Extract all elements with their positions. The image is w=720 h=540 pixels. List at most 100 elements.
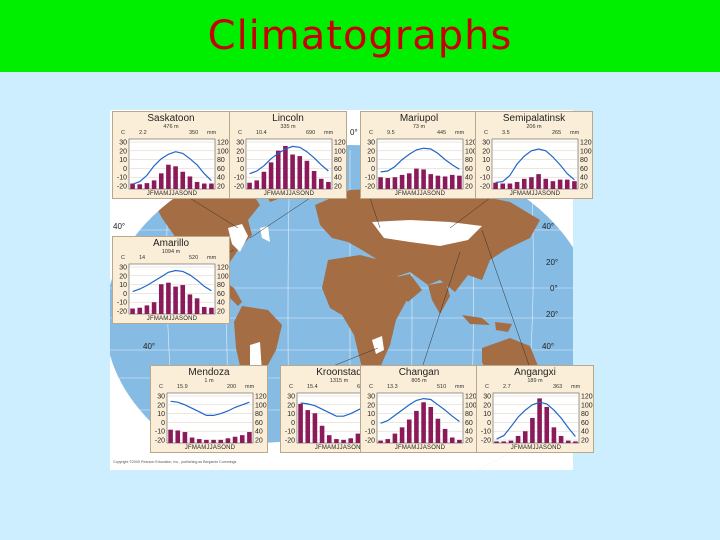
precip-tick-label: 20 bbox=[217, 309, 225, 316]
precip-tick-label: 80 bbox=[581, 411, 589, 418]
temp-tick-label: -10 bbox=[480, 175, 490, 182]
precip-tick-label: 40 bbox=[334, 175, 342, 182]
precip-bar bbox=[341, 439, 346, 443]
precip-bar bbox=[312, 413, 318, 443]
temp-tick-label: -20 bbox=[285, 438, 295, 445]
station-stat: 10.4 bbox=[256, 130, 267, 136]
latitude-label: 0° bbox=[550, 284, 558, 293]
temp-tick-label: 20 bbox=[119, 273, 127, 280]
precip-tick-label: 100 bbox=[465, 402, 477, 409]
temperature-line bbox=[170, 400, 250, 417]
station-stat: 9.5 bbox=[387, 130, 395, 136]
station-stat: mm bbox=[455, 130, 465, 136]
temp-tick-label: -10 bbox=[117, 300, 127, 307]
temp-tick-label: 0 bbox=[371, 420, 375, 427]
precip-bar bbox=[501, 441, 507, 443]
precip-tick-label: 40 bbox=[217, 300, 225, 307]
copyright-note: Copyright ©2005 Pearson Education, Inc.,… bbox=[113, 460, 237, 464]
precip-bar bbox=[232, 436, 238, 443]
precip-bar bbox=[421, 169, 426, 189]
temperature-line bbox=[496, 401, 576, 440]
month-labels: JFMAMJJASOND bbox=[146, 191, 198, 197]
temp-tick-label: 10 bbox=[482, 157, 490, 164]
precip-bar bbox=[187, 294, 193, 314]
precip-tick-label: 100 bbox=[255, 402, 267, 409]
month-labels: JFMAMJJASOND bbox=[394, 191, 446, 197]
station-name: Mendoza bbox=[188, 367, 230, 378]
plot-area bbox=[376, 138, 464, 190]
precip-bar bbox=[319, 425, 325, 443]
precip-bar bbox=[544, 406, 550, 443]
temp-tick-label: 20 bbox=[367, 148, 375, 155]
temp-tick-label: 0 bbox=[161, 420, 165, 427]
temperature-line bbox=[132, 269, 212, 293]
precip-bar bbox=[290, 154, 295, 189]
precip-bar bbox=[196, 439, 202, 443]
precip-bar bbox=[151, 180, 157, 189]
station-elevation: 206 m bbox=[526, 124, 542, 130]
station-name: Kroonstad bbox=[316, 367, 362, 378]
precip-bar bbox=[297, 156, 303, 189]
plot-area bbox=[166, 392, 254, 444]
station-stat: mm bbox=[245, 384, 255, 390]
precip-tick-label: 40 bbox=[465, 429, 473, 436]
station-elevation: 335 m bbox=[280, 124, 296, 130]
precip-bar bbox=[399, 174, 405, 189]
station-stats: C 3.5 265 mm bbox=[480, 130, 588, 137]
precip-bar bbox=[392, 433, 398, 443]
station-stat: C bbox=[485, 384, 489, 390]
temperature-line bbox=[132, 151, 212, 185]
station-stats: C 10.4 690 mm bbox=[234, 130, 342, 137]
station-elevation: 805 m bbox=[411, 378, 427, 384]
temp-tick-label: 30 bbox=[367, 394, 375, 401]
precip-tick-label: 60 bbox=[465, 420, 473, 427]
climatograph-semipalatinsk: 30 120 20 100 10 80 0 60 -10 40 -20 20 Semipalatinsk… bbox=[475, 111, 593, 199]
precip-bar bbox=[494, 441, 499, 443]
temp-tick-label: 30 bbox=[482, 140, 490, 147]
temp-tick-label: 0 bbox=[240, 166, 244, 173]
precip-bar bbox=[493, 182, 498, 189]
temp-tick-label: 10 bbox=[236, 157, 244, 164]
station-stat: 13.3 bbox=[387, 384, 398, 390]
precip-bar bbox=[209, 307, 214, 314]
precip-tick-label: 100 bbox=[217, 148, 229, 155]
precip-bar bbox=[182, 432, 188, 443]
temp-tick-label: 0 bbox=[487, 420, 491, 427]
precip-tick-label: 20 bbox=[334, 184, 342, 191]
precip-tick-label: 60 bbox=[217, 291, 225, 298]
temp-tick-label: -20 bbox=[481, 438, 491, 445]
temp-tick-label: -10 bbox=[234, 175, 244, 182]
climatograph-chart: 30 120 20 100 10 80 0 60 -10 40 -20 20 bbox=[155, 392, 267, 445]
station-name: Semipalatinsk bbox=[502, 113, 566, 124]
climatograph-mendoza: 30 120 20 100 10 80 0 60 -10 40 -20 20 Mendoza 1 m C 15… bbox=[150, 365, 268, 453]
station-stat: 265 bbox=[552, 130, 562, 136]
precip-tick-label: 120 bbox=[465, 394, 477, 401]
steppe-region-africa bbox=[372, 336, 384, 354]
station-stat: 350 bbox=[189, 130, 199, 136]
precip-bar bbox=[522, 431, 528, 443]
temp-tick-label: -10 bbox=[155, 429, 165, 436]
temp-tick-label: 0 bbox=[486, 166, 490, 173]
precip-bar bbox=[247, 182, 252, 189]
temp-tick-label: -10 bbox=[481, 429, 491, 436]
precip-bar bbox=[558, 435, 564, 443]
precip-bar bbox=[180, 171, 186, 189]
climatograph-figure: 0° 40° 20° 0° 20° 40° 40° 40° 1 30120201… bbox=[110, 110, 594, 470]
station-stat: 520 bbox=[189, 255, 199, 261]
temperature-line bbox=[495, 148, 575, 184]
precip-bar bbox=[421, 402, 426, 443]
precip-tick-label: 120 bbox=[465, 140, 477, 147]
station-stat: 690 bbox=[306, 130, 316, 136]
precip-bar bbox=[158, 284, 164, 314]
precip-bar bbox=[173, 286, 178, 314]
temp-tick-label: -20 bbox=[117, 184, 127, 191]
station-stat: 14 bbox=[139, 255, 146, 261]
station-elevation: 1 m bbox=[204, 378, 214, 384]
precip-tick-label: 60 bbox=[217, 166, 225, 173]
precip-bar bbox=[564, 179, 570, 189]
latitude-label: 40° bbox=[542, 342, 555, 351]
climatograph-chart: 30 120 20 100 10 80 0 60 -10 40 -20 20 bbox=[365, 138, 477, 191]
north-america bbox=[150, 185, 260, 285]
